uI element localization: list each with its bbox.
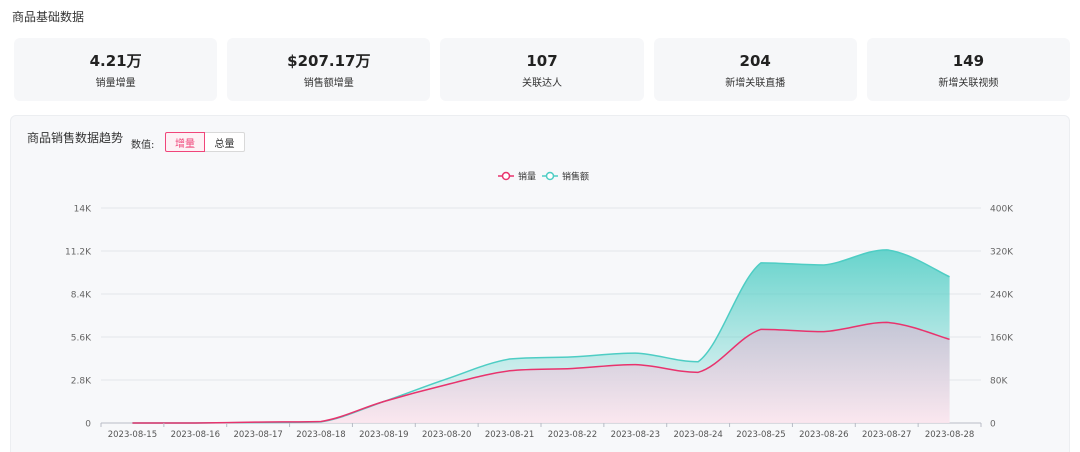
x-tick-label: 2023-08-17 [233, 430, 282, 440]
revenue-point[interactable] [633, 351, 637, 355]
x-tick-label: 2023-08-20 [422, 430, 471, 440]
sales-point[interactable] [696, 370, 700, 374]
legend-label-sales: 销量 [518, 171, 536, 183]
stat-value: 149 [952, 51, 985, 70]
sales-area [132, 322, 950, 423]
revenue-point[interactable] [885, 248, 889, 252]
sales-point[interactable] [570, 366, 574, 370]
stat-value: 204 [739, 51, 771, 70]
revenue-point[interactable] [508, 357, 512, 361]
x-tick-label: 2023-08-15 [108, 430, 157, 440]
sales-point[interactable] [382, 400, 386, 404]
y-left-tick-label: 8.4K [71, 291, 92, 301]
legend-item-revenue[interactable]: 销售额 [542, 171, 589, 183]
x-tick-label: 2023-08-26 [799, 430, 848, 440]
sales-point[interactable] [885, 320, 889, 324]
stat-label: 新增关联视频 [938, 77, 999, 89]
sales-point[interactable] [759, 327, 763, 331]
revenue-point[interactable] [696, 360, 700, 364]
revenue-point[interactable] [570, 355, 574, 359]
y-right-tick-label: 160K [990, 334, 1014, 344]
sales-point[interactable] [508, 369, 512, 373]
sales-line [132, 321, 950, 424]
stat-value: 4.21万 [89, 51, 142, 70]
y-left-tick-label: 14K [74, 205, 92, 215]
toggle-label: 数值: [131, 140, 155, 151]
sales-point[interactable] [633, 363, 637, 367]
sales-point[interactable] [130, 421, 134, 425]
sales-point[interactable] [948, 337, 952, 341]
sales-point[interactable] [256, 420, 260, 424]
legend-label-revenue: 销售额 [562, 171, 589, 183]
toggle-increment-button[interactable]: 增量 [165, 132, 205, 152]
y-left-tick-label: 11.2K [65, 248, 92, 258]
stat-label: 关联达人 [522, 77, 562, 89]
x-tick-label: 2023-08-22 [548, 430, 597, 440]
trend-chart: 0 2.8K 5.6K 8.4K 11.2K 14K 0 80K 160K 240K 320K 400… [65, 171, 1014, 441]
page-title: 商品基础数据 [12, 10, 85, 24]
x-tick-label: 2023-08-16 [171, 430, 220, 440]
stat-value: $207.17万 [287, 51, 371, 70]
y-left-tick-label: 0 [85, 420, 91, 430]
stat-card-live: 204 新增关联直播 [653, 38, 857, 101]
x-tick-label: 2023-08-25 [736, 430, 785, 440]
stat-label: 销售额增量 [303, 77, 354, 89]
x-tick-label: 2023-08-18 [296, 430, 345, 440]
y-right-tick-label: 80K [990, 377, 1008, 387]
revenue-point[interactable] [759, 261, 763, 265]
chart-legend: 销量 销售额 [498, 171, 589, 183]
y-left-tick-label: 5.6K [71, 334, 92, 344]
sales-point[interactable] [319, 419, 323, 423]
x-tick-label: 2023-08-21 [485, 430, 534, 440]
x-tick-label: 2023-08-23 [611, 430, 660, 440]
x-tick-label: 2023-08-27 [862, 430, 911, 440]
y-left-tick-label: 2.8K [71, 377, 92, 387]
y-right-tick-label: 400K [990, 205, 1014, 215]
revenue-point[interactable] [948, 275, 952, 279]
stat-card-influencers: 107 关联达人 [440, 38, 644, 101]
stat-value: 107 [526, 51, 558, 70]
stat-card-video: 149 新增关联视频 [866, 38, 1071, 101]
x-tick-label: 2023-08-24 [673, 430, 722, 440]
y-right-tick-label: 0 [990, 420, 996, 430]
sales-point[interactable] [445, 383, 449, 387]
stat-card-revenue: $207.17万 销售额增量 [227, 38, 431, 101]
panel-title: 商品销售数据趋势 [27, 131, 124, 145]
stats-row: 4.21万 销量增量 $207.17万 销售额增量 107 关联达人 204 新… [14, 38, 1071, 101]
x-tick-label: 2023-08-19 [359, 430, 408, 440]
legend-item-sales[interactable]: 销量 [498, 171, 536, 183]
revenue-point[interactable] [822, 263, 826, 267]
stat-card-sales: 4.21万 销量增量 [14, 38, 218, 101]
sales-point[interactable] [822, 330, 826, 334]
x-tick-label: 2023-08-28 [925, 430, 974, 440]
y-right-tick-label: 240K [990, 291, 1014, 301]
sales-point[interactable] [193, 421, 197, 425]
revenue-point[interactable] [445, 377, 449, 381]
stat-label: 销量增量 [95, 77, 136, 89]
sales-trend-panel: 商品销售数据趋势 数值: 增量 总量 0 2.8K 5.6K 8.4K 11.2K 14K… [10, 115, 1070, 452]
toggle-total-button[interactable]: 总量 [205, 132, 245, 152]
y-right-tick-label: 320K [990, 248, 1014, 258]
stat-label: 新增关联直播 [725, 77, 786, 89]
value-mode-toggle: 增量 总量 [165, 132, 245, 152]
